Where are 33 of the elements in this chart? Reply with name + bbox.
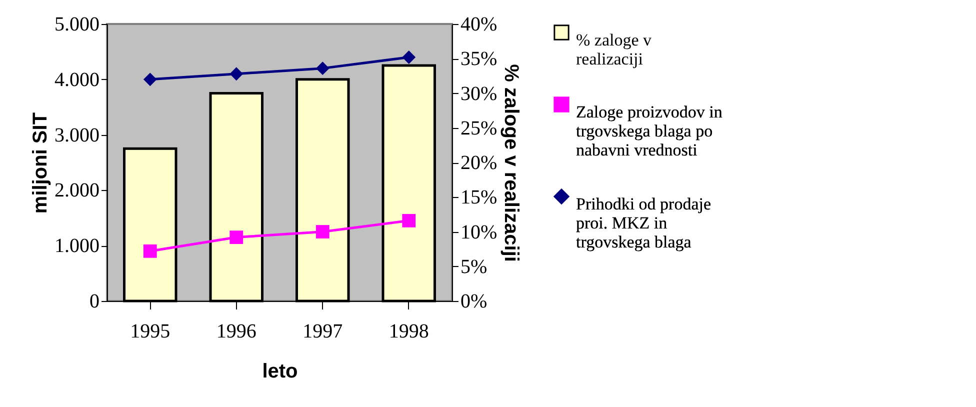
point bbox=[143, 72, 157, 86]
y-tick-label: 0 bbox=[90, 290, 100, 312]
point bbox=[316, 225, 330, 238]
y-axis-title: miljoni SIT bbox=[30, 112, 52, 214]
y-tick-label: 3.000 bbox=[54, 124, 100, 146]
point bbox=[316, 62, 330, 76]
point bbox=[230, 67, 244, 81]
y2-axis-title: % zaloge v realizaciji bbox=[500, 64, 522, 262]
legend-label: % zaloge v realizaciji bbox=[576, 30, 652, 68]
y-tick-label: 4.000 bbox=[54, 68, 100, 91]
point bbox=[143, 244, 157, 258]
y2-tick-label: 5% bbox=[460, 256, 488, 278]
y2-tick-label: 10% bbox=[460, 221, 498, 244]
y2-tick-label: 30% bbox=[460, 82, 498, 105]
legend-label: Zaloge proizvodov in trgovskega blaga po nabavni vrednosti bbox=[576, 102, 723, 160]
y2-tick-label: 0% bbox=[460, 290, 488, 312]
legend-label: Prihodki od prodaje proi. MKZ in trgovskega blaga bbox=[576, 194, 712, 252]
x-tick-label: 1997 bbox=[302, 320, 343, 342]
y2-tick-label: 20% bbox=[460, 152, 498, 174]
y2-tick-label: 35% bbox=[460, 48, 498, 70]
x-tick-label: 1995 bbox=[130, 320, 170, 342]
point bbox=[402, 50, 416, 64]
y2-tick-label: 40% bbox=[460, 14, 498, 36]
y-tick-label: 1.000 bbox=[54, 235, 100, 258]
point bbox=[402, 214, 416, 228]
y2-tick-label: 15% bbox=[460, 186, 498, 209]
x-tick-label: 1998 bbox=[388, 320, 429, 342]
y2-tick-label: 25% bbox=[460, 117, 498, 140]
y-tick-label: 2.000 bbox=[54, 180, 100, 202]
x-axis-title: leto bbox=[262, 360, 298, 382]
y-tick-label: 5.000 bbox=[54, 14, 100, 36]
x-tick-label: 1996 bbox=[216, 320, 256, 342]
point bbox=[230, 230, 244, 244]
